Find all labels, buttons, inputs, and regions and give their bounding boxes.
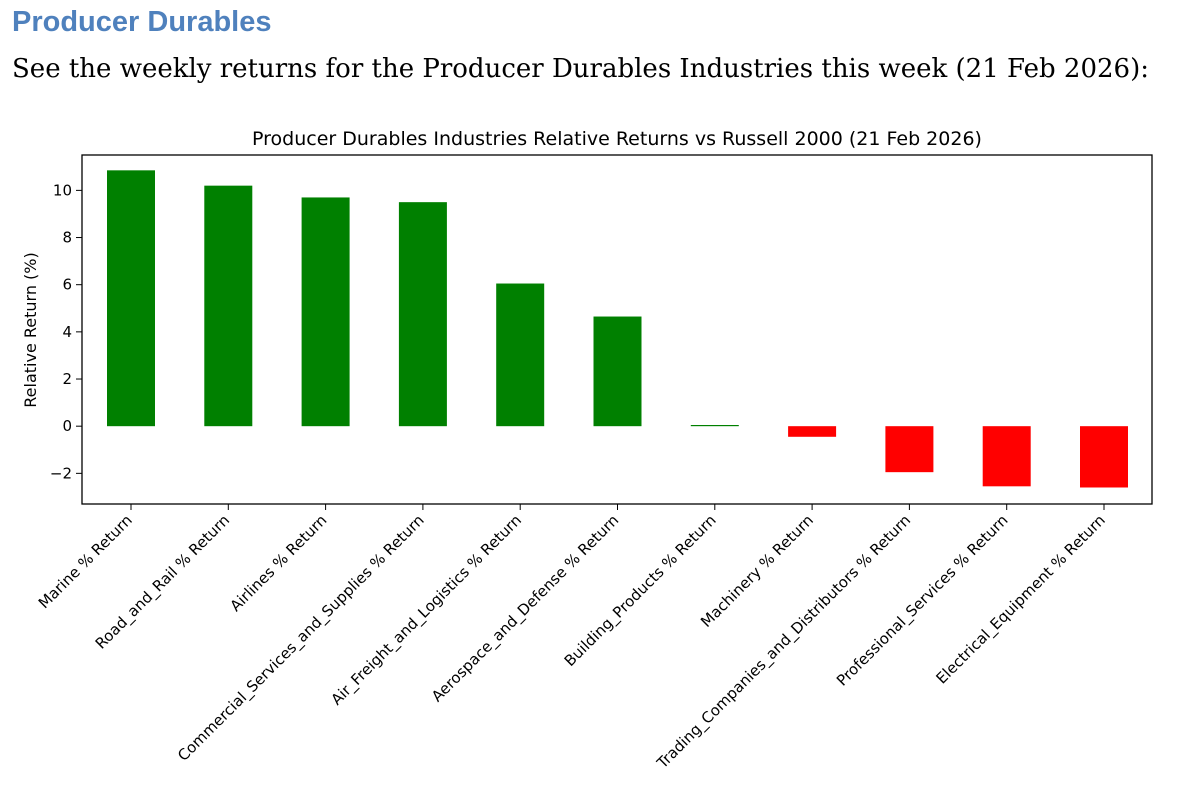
y-tick-label: 0 (62, 417, 72, 435)
bar (1080, 426, 1128, 488)
bar (398, 202, 447, 427)
section-heading: Producer Durables (12, 6, 272, 38)
bars-group (107, 170, 1128, 488)
bar (301, 197, 350, 427)
y-tick-label: 6 (62, 276, 72, 294)
plot-frame (81, 154, 1153, 505)
bar (107, 170, 155, 427)
x-tick-label: Electrical_Equipment % Return (932, 511, 1109, 688)
bar (885, 426, 934, 473)
x-tick-label: Airlines % Return (226, 511, 330, 615)
bar (593, 316, 642, 427)
y-tick-label: 4 (62, 323, 72, 341)
y-axis-label: Relative Return (%) (21, 252, 40, 407)
bar (982, 426, 1031, 487)
x-tick-label: Aerospace_and_Defense % Return (428, 511, 623, 706)
y-tick-label: 10 (53, 181, 72, 199)
intro-paragraph: See the weekly returns for the Producer … (12, 54, 1150, 84)
bar (690, 425, 739, 427)
y-axis: −2 0 2 4 6 8 10 (50, 181, 82, 482)
chart-title: Producer Durables Industries Relative Re… (252, 128, 982, 150)
bar (496, 283, 545, 427)
x-tick-label: Marine % Return (35, 511, 136, 612)
y-tick-label: 2 (62, 370, 72, 388)
y-tick-label: 8 (62, 229, 72, 247)
bar (204, 185, 253, 427)
y-tick-label: −2 (50, 464, 72, 482)
x-tick-label: Air_Freight_and_Logistics % Return (327, 511, 525, 709)
bar (788, 426, 837, 437)
x-tick-label: Professional_Services % Return (833, 511, 1012, 690)
